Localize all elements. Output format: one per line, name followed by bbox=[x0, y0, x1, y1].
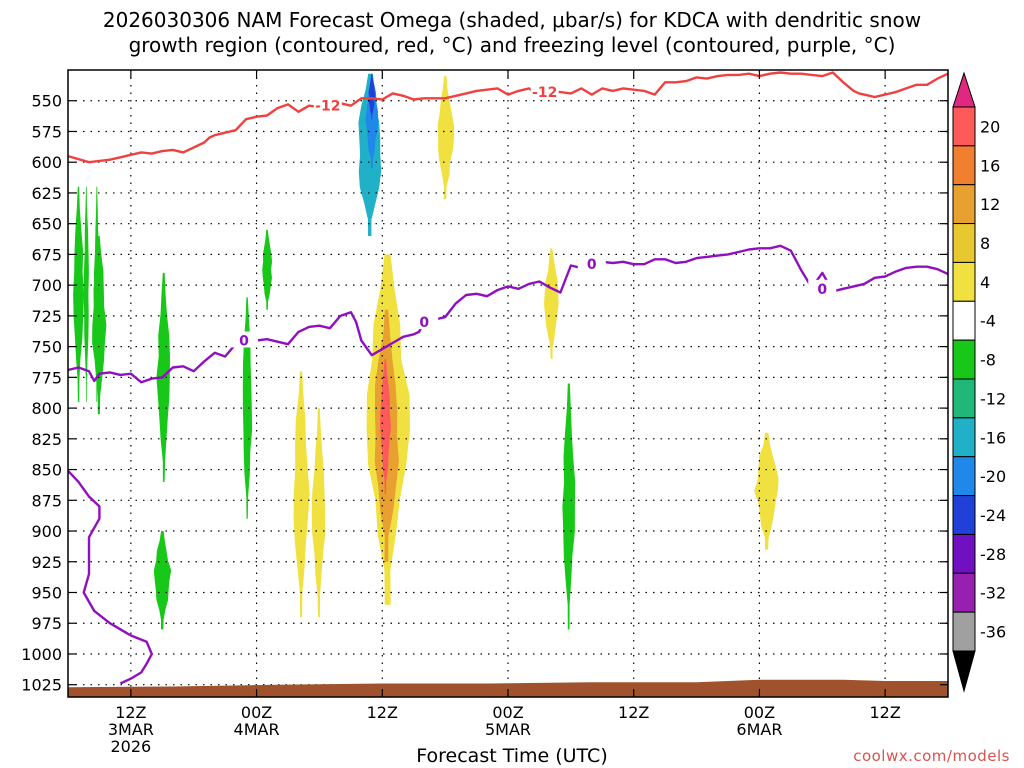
x-tick-label: 6MAR bbox=[736, 720, 782, 739]
colorbar-bottom-arrow bbox=[952, 650, 976, 693]
freezing-contour-label: 0 bbox=[239, 333, 249, 349]
contour-label-bg bbox=[230, 331, 258, 348]
colorbar-bin bbox=[952, 495, 976, 535]
omega-region bbox=[92, 236, 107, 415]
omega-region bbox=[754, 432, 779, 550]
colorbar-bin bbox=[952, 145, 976, 186]
omega-region bbox=[437, 76, 455, 200]
y-tick-label: 950 bbox=[31, 584, 62, 603]
x-tick-label: 12Z bbox=[618, 703, 649, 722]
colorbar-label: 16 bbox=[980, 156, 1000, 175]
freezing-contour-label: 0 bbox=[817, 282, 827, 298]
x-tick-label: 12Z bbox=[115, 703, 146, 722]
omega-region bbox=[242, 297, 253, 519]
colorbar-bin bbox=[952, 378, 976, 419]
y-tick-label: 825 bbox=[31, 430, 62, 449]
colorbar-label: 8 bbox=[980, 234, 990, 253]
colorbar-bin bbox=[952, 339, 976, 380]
freezing-contour-label: 0 bbox=[419, 315, 429, 331]
x-tick-label: 5MAR bbox=[485, 720, 531, 739]
y-tick-label: 775 bbox=[31, 368, 62, 387]
colorbar-bin bbox=[952, 106, 976, 147]
colorbar-label: -16 bbox=[980, 428, 1006, 447]
chart-title-line-2: growth region (contoured, red, °C) and f… bbox=[128, 33, 896, 57]
colorbar-bin bbox=[952, 533, 976, 574]
contour-label-bg bbox=[808, 279, 837, 296]
omega-region bbox=[293, 371, 310, 618]
colorbar-label: -12 bbox=[980, 389, 1006, 408]
colorbar-label: -36 bbox=[980, 623, 1006, 642]
colorbar-label: -32 bbox=[980, 584, 1006, 603]
x-tick-label: 4MAR bbox=[234, 720, 280, 739]
y-tick-label: 675 bbox=[31, 245, 62, 264]
freezing-contour-label: 0 bbox=[587, 257, 597, 273]
chart-title-line-1: 2026030306 NAM Forecast Omega (shaded, μ… bbox=[102, 8, 922, 32]
colorbar-label: -20 bbox=[980, 467, 1006, 486]
chart-title: 2026030306 NAM Forecast Omega (shaded, μ… bbox=[0, 8, 1024, 58]
contour-label-bg bbox=[530, 83, 559, 100]
y-tick-label: 725 bbox=[31, 307, 62, 326]
x-tick-label: 12Z bbox=[367, 703, 398, 722]
colorbar-bin bbox=[952, 572, 976, 613]
colorbar-label: -24 bbox=[980, 506, 1006, 525]
x-tick-label: 2026 bbox=[110, 737, 151, 756]
dgz-contour-label: -12 bbox=[532, 85, 557, 101]
colorbar-bin bbox=[952, 223, 976, 263]
x-axis-label: Forecast Time (UTC) bbox=[416, 745, 608, 767]
colorbar-label: -28 bbox=[980, 545, 1006, 564]
y-tick-label: 925 bbox=[31, 553, 62, 572]
credit-link[interactable]: coolwx.com/models bbox=[853, 747, 1010, 765]
y-tick-label: 800 bbox=[31, 399, 62, 418]
plot-area: -12 -12 0 0 0 0 bbox=[68, 70, 948, 697]
omega-region bbox=[544, 248, 559, 359]
terrain-fill bbox=[68, 679, 948, 697]
contour-label-bg bbox=[577, 255, 606, 272]
colorbar-bin bbox=[952, 184, 976, 225]
y-tick-label: 700 bbox=[31, 276, 62, 295]
omega-region bbox=[368, 73, 376, 120]
colorbar-bin bbox=[952, 611, 976, 652]
x-tick-label: 00Z bbox=[241, 703, 272, 722]
y-tick-label: 975 bbox=[31, 614, 62, 633]
y-tick-label: 625 bbox=[31, 184, 62, 203]
omega-region bbox=[73, 186, 85, 402]
colorbar-bin bbox=[952, 261, 976, 302]
contour-label-bg bbox=[410, 313, 439, 330]
omega-region bbox=[562, 383, 576, 630]
colorbar-label: 4 bbox=[980, 273, 990, 292]
y-tick-label: 1025 bbox=[21, 676, 62, 695]
colorbar-label: -4 bbox=[980, 312, 996, 331]
omega-region bbox=[83, 186, 89, 402]
y-tick-label: 650 bbox=[31, 215, 62, 234]
x-tick-label: 00Z bbox=[492, 703, 523, 722]
x-tick-label: 3MAR bbox=[108, 720, 154, 739]
contour-label-bg bbox=[313, 96, 342, 113]
colorbar-bin bbox=[952, 417, 976, 458]
y-tick-label: 575 bbox=[31, 122, 62, 141]
omega-region bbox=[153, 531, 172, 630]
colorbar-top-arrow bbox=[952, 71, 976, 108]
colorbar-label: -8 bbox=[980, 351, 996, 370]
y-tick-label: 550 bbox=[31, 92, 62, 111]
colorbar-label: 12 bbox=[980, 195, 1000, 214]
y-tick-label: 750 bbox=[31, 338, 62, 357]
y-tick-label: 850 bbox=[31, 461, 62, 480]
y-tick-label: 900 bbox=[31, 522, 62, 541]
y-tick-label: 600 bbox=[31, 153, 62, 172]
colorbar-label: 20 bbox=[980, 117, 1000, 136]
y-tick-label: 1000 bbox=[21, 645, 62, 664]
x-tick-label: 12Z bbox=[869, 703, 900, 722]
omega-region bbox=[262, 229, 273, 310]
y-tick-label: 875 bbox=[31, 491, 62, 510]
colorbar-bin bbox=[952, 300, 976, 341]
omega-region bbox=[311, 408, 326, 618]
x-tick-label: 00Z bbox=[744, 703, 775, 722]
freezing-level-line bbox=[68, 244, 948, 384]
dgz-contour-label: -12 bbox=[315, 99, 340, 115]
freezing-level-lower-branch bbox=[68, 469, 153, 685]
colorbar-bin bbox=[952, 456, 976, 497]
